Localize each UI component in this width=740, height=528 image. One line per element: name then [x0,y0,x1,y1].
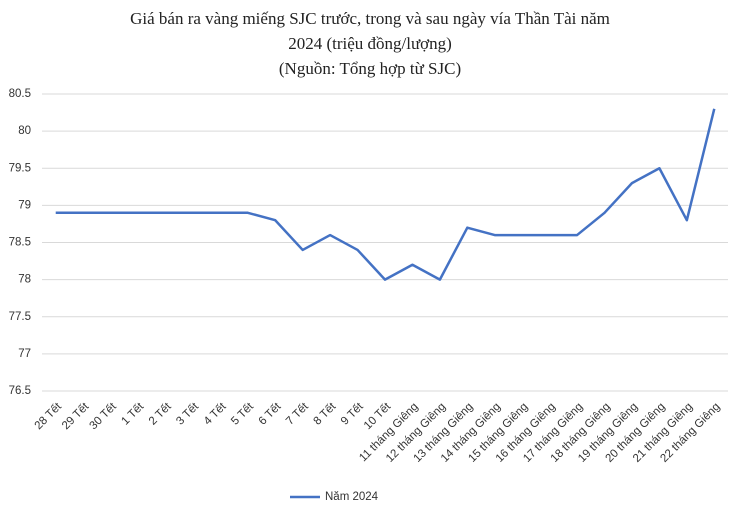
chart-title: (Nguồn: Tổng hợp từ SJC) [279,59,461,78]
chart-title: 2024 (triệu đồng/lượng) [288,34,452,53]
y-tick-label: 76.5 [9,385,31,397]
chart-title: Giá bán ra vàng miếng SJC trước, trong v… [130,9,610,28]
y-tick-label: 78.5 [9,237,31,249]
y-tick-label: 79.5 [9,162,31,174]
y-tick-label: 77.5 [9,311,31,323]
y-tick-label: 77 [18,348,31,360]
y-tick-label: 80.5 [9,88,31,100]
y-tick-label: 78 [18,274,31,286]
data-line [55,108,716,281]
y-tick-label: 79 [18,199,31,211]
legend-label: Năm 2024 [325,491,379,503]
y-tick-label: 80 [18,125,31,137]
